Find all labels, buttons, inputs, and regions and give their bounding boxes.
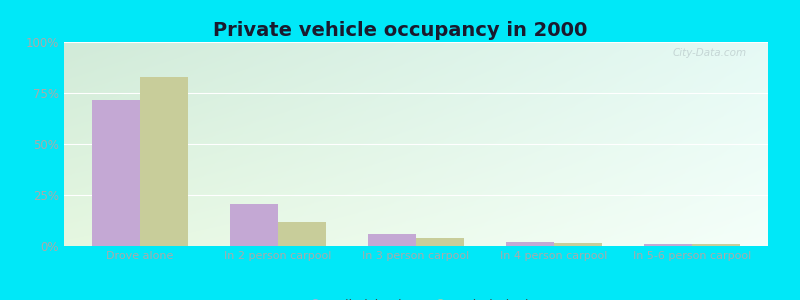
- Bar: [368, 234, 416, 246]
- Bar: [92, 100, 140, 246]
- Bar: [644, 244, 692, 246]
- Bar: [140, 77, 188, 246]
- Bar: [506, 242, 554, 246]
- Bar: [554, 243, 602, 246]
- Legend: Kilmichael, Mississippi: Kilmichael, Mississippi: [298, 294, 534, 300]
- Bar: [278, 221, 326, 246]
- Bar: [416, 238, 464, 246]
- Text: Private vehicle occupancy in 2000: Private vehicle occupancy in 2000: [213, 21, 587, 40]
- Bar: [692, 244, 740, 246]
- Text: City-Data.com: City-Data.com: [673, 48, 747, 58]
- Bar: [230, 204, 278, 246]
